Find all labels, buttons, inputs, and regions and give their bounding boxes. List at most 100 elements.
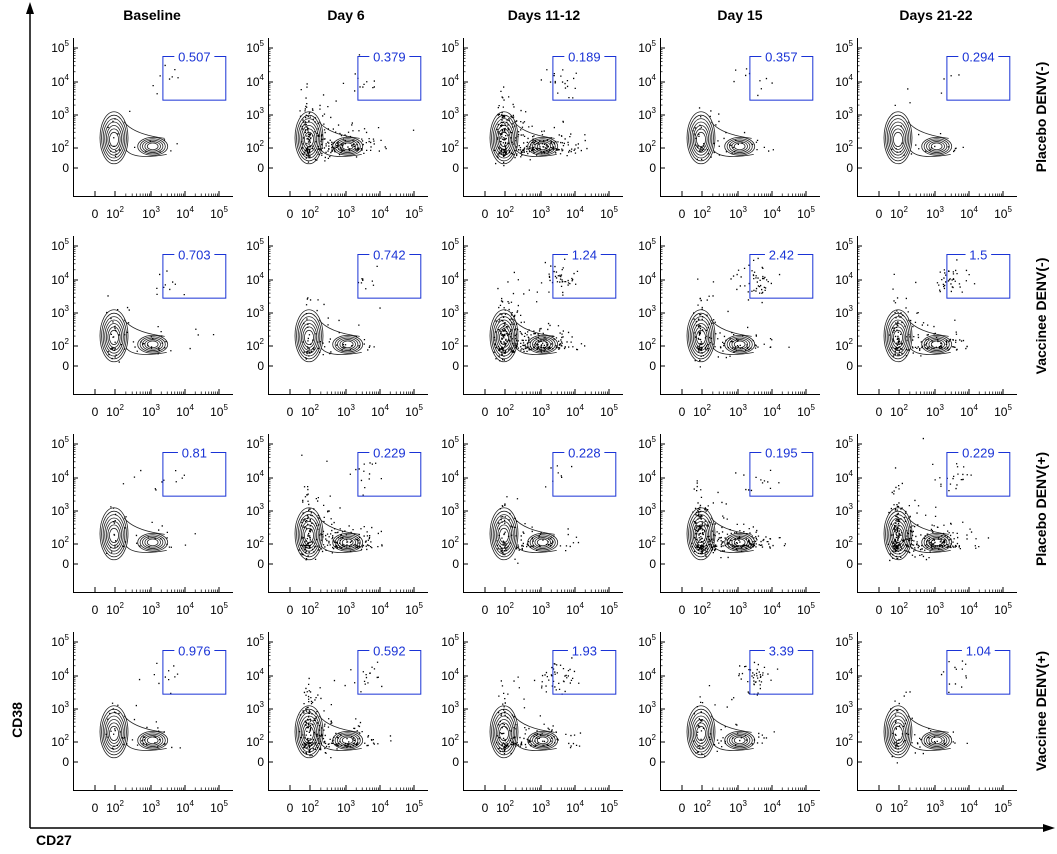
- y-tick-label: 104: [835, 469, 853, 485]
- y-tick-label: 0: [62, 161, 69, 175]
- contour-ring: [109, 329, 119, 346]
- column-header: Day 6: [327, 7, 365, 23]
- contour-ring: [102, 316, 126, 357]
- x-tick-label: 0: [482, 603, 489, 617]
- contour-ring: [731, 141, 748, 152]
- contour-ring: [696, 725, 706, 742]
- y-tick-label: 104: [835, 271, 853, 287]
- contour-ring: [299, 715, 319, 750]
- x-tick-label: 105: [600, 799, 618, 815]
- gate-label-bg: [965, 248, 992, 261]
- gate-label-bg: [567, 248, 601, 261]
- x-tick-label: 103: [532, 403, 550, 419]
- x-tick-label: 103: [142, 799, 160, 815]
- x-tick-label: 104: [371, 403, 389, 419]
- gate-percentage: 0.976: [178, 644, 211, 659]
- x-tick-label: 103: [729, 205, 747, 221]
- event-dots: [493, 258, 586, 362]
- column-header: Days 11-12: [508, 7, 581, 23]
- x-tick-label: 105: [994, 205, 1012, 221]
- contour-ring: [101, 708, 127, 756]
- x-tick-label: 104: [763, 601, 781, 617]
- column-header: Day 15: [717, 7, 762, 23]
- scatter-panel: 0 102 103 104 105 0 102 103 104 105 1.24: [441, 236, 623, 419]
- contour-ring: [109, 527, 119, 544]
- x-tick-label: 102: [496, 601, 514, 617]
- y-tick-label: 103: [51, 106, 69, 122]
- x-tick-label: 102: [301, 205, 319, 221]
- y-tick-label: 105: [246, 39, 264, 55]
- y-tick-label: 0: [649, 161, 656, 175]
- gate-label-bg: [177, 446, 211, 459]
- x-tick-label: 0: [679, 801, 686, 815]
- contour-ring: [300, 323, 318, 351]
- y-tick-label: 104: [441, 667, 459, 683]
- contour-ring: [729, 733, 751, 747]
- y-tick-label: 103: [638, 502, 656, 518]
- column-header: Days 21-22: [899, 7, 972, 23]
- row-label: Placebo DENV(-): [1033, 62, 1049, 172]
- event-dots: [106, 469, 196, 554]
- gate-percentage: 0.294: [962, 50, 995, 65]
- contour-ring: [137, 730, 169, 750]
- scatter-panel: 0 102 103 104 105 0 102 103 104 105 2.42: [638, 236, 820, 419]
- x-tick-label: 0: [482, 405, 489, 419]
- y-tick-label: 104: [835, 73, 853, 89]
- contour-ring: [529, 534, 556, 551]
- contour-ring: [489, 111, 519, 165]
- contour-ring: [686, 309, 716, 363]
- y-tick-label: 0: [846, 557, 853, 571]
- y-tick-label: 104: [51, 271, 69, 287]
- contour-ring: [889, 125, 907, 153]
- x-tick-label: 105: [405, 403, 423, 419]
- contour-ring: [302, 326, 316, 348]
- x-tick-label: 0: [679, 603, 686, 617]
- scatter-panel: 0 102 103 104 105 0 102 103 104 105 0.976: [51, 632, 233, 815]
- gate-label-bg: [567, 644, 601, 657]
- y-tick-label: 103: [51, 304, 69, 320]
- contour-ring: [137, 136, 169, 156]
- x-tick-label: 105: [994, 601, 1012, 617]
- x-tick-label: 105: [797, 601, 815, 617]
- contour-ring: [139, 534, 166, 551]
- contour-ring: [686, 507, 716, 561]
- contour-ring: [536, 340, 549, 349]
- y-tick-label: 104: [441, 469, 459, 485]
- y-tick-label: 105: [638, 237, 656, 253]
- x-tick-label: 102: [693, 799, 711, 815]
- contour-ring: [142, 139, 164, 153]
- contour-bridge: [515, 743, 557, 751]
- contour-ring: [144, 537, 161, 548]
- scatter-panel: 0 102 103 104 105 0 102 103 104 105 1.5: [835, 236, 1017, 419]
- contour-ring: [731, 735, 748, 746]
- contour-ring: [489, 507, 519, 561]
- contour-ring: [296, 312, 322, 360]
- y-tick-label: 103: [441, 700, 459, 716]
- y-tick-label: 105: [246, 633, 264, 649]
- y-tick-label: 0: [257, 557, 264, 571]
- contour-ring: [104, 319, 124, 354]
- contour-ring: [930, 142, 943, 151]
- contour-bridge: [320, 545, 362, 553]
- x-tick-label: 0: [876, 801, 883, 815]
- y-tick-label: 105: [835, 633, 853, 649]
- y-tick-label: 105: [441, 435, 459, 451]
- y-tick-label: 103: [246, 304, 264, 320]
- x-tick-label: 0: [876, 405, 883, 419]
- y-axis-label: CD38: [9, 702, 25, 738]
- y-tick-label: 102: [441, 337, 459, 353]
- y-tick-label: 0: [62, 359, 69, 373]
- contour-ring: [689, 118, 713, 159]
- y-tick-label: 0: [257, 755, 264, 769]
- gate-label-bg: [764, 644, 798, 657]
- contour-ring: [691, 715, 711, 750]
- contour-bridge: [710, 121, 752, 139]
- contour-ring: [733, 142, 746, 151]
- x-tick-label: 104: [566, 799, 584, 815]
- contour-bridge: [515, 149, 557, 157]
- contour-ring: [294, 507, 324, 561]
- scatter-panel: 0 102 103 104 105 0 102 103 104 105 0.294: [835, 38, 1017, 221]
- y-tick-label: 102: [246, 535, 264, 551]
- contour-bridge: [318, 517, 360, 535]
- x-tick-label: 105: [405, 205, 423, 221]
